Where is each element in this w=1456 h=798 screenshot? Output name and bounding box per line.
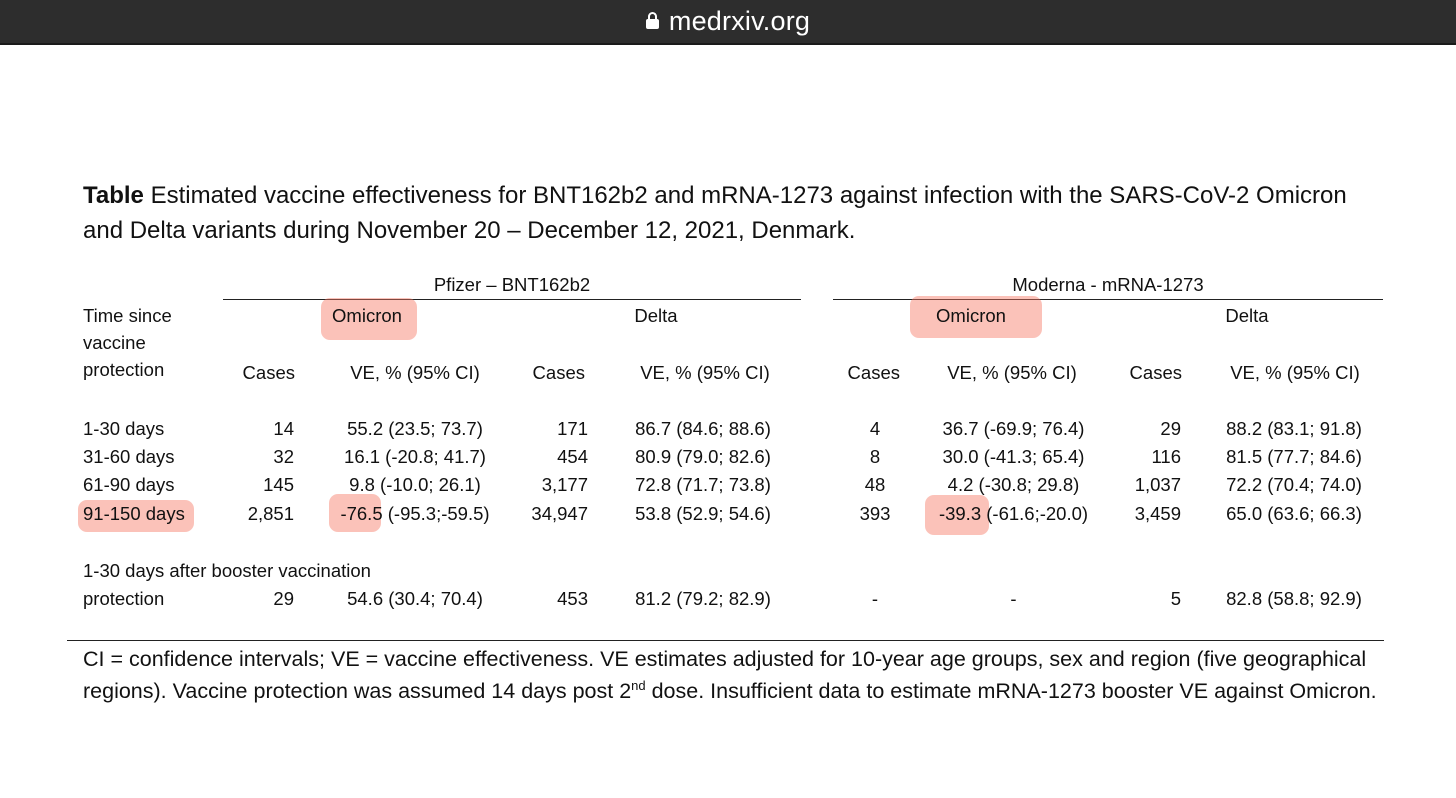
col-header-ve: VE, % (95% CI) — [947, 362, 1077, 383]
cell-moderna-omicron-ve: -39.3 (-61.6;-20.0) — [938, 503, 1089, 524]
table-bottom-rule — [67, 640, 1384, 641]
cell-pfizer-omicron-cases: 14 — [273, 418, 294, 439]
cell-pfizer-omicron-ve: 9.8 (-10.0; 26.1) — [349, 474, 481, 495]
cell-pfizer-delta-ve: 86.7 (84.6; 88.6) — [635, 418, 771, 439]
cell-pfizer-delta-ve: 72.8 (71.7; 73.8) — [635, 474, 771, 495]
row-header-line2: vaccine — [83, 332, 146, 353]
cell-moderna-delta-ve: 65.0 (63.6; 66.3) — [1226, 503, 1362, 524]
variant-header-moderna-delta: Delta — [1225, 305, 1269, 326]
table-label: Table — [83, 182, 144, 209]
col-header-cases: Cases — [847, 362, 900, 383]
highlight-omicron-moderna — [910, 296, 1042, 338]
col-header-cases: Cases — [532, 362, 585, 383]
cell-pfizer-omicron-cases: 2,851 — [247, 503, 294, 524]
col-header-cases: Cases — [242, 362, 295, 383]
footnote-text-part2: dose. Insufficient data to estimate mRNA… — [645, 678, 1377, 703]
cell-moderna-omicron-cases: 48 — [864, 474, 886, 495]
highlight-omicron-pfizer — [321, 298, 417, 340]
cell-moderna-delta-cases: 116 — [1151, 446, 1182, 467]
cell-pfizer-omicron-cases: 145 — [263, 474, 294, 495]
table-caption: Table Estimated vaccine effectiveness fo… — [83, 178, 1393, 248]
cell-pfizer-omicron-cases: 29 — [273, 588, 294, 609]
cell-moderna-delta-ve: 81.5 (77.7; 84.6) — [1226, 446, 1362, 467]
cell-moderna-delta-ve: 72.2 (70.4; 74.0) — [1226, 474, 1362, 495]
row-label: 61-90 days — [83, 474, 175, 495]
col-header-cases: Cases — [1129, 362, 1182, 383]
cell-pfizer-omicron-ve: 55.2 (23.5; 73.7) — [347, 418, 483, 439]
cell-pfizer-delta-ve: 53.8 (52.9; 54.6) — [635, 503, 771, 524]
cell-moderna-omicron-cases: 8 — [869, 446, 881, 467]
cell-moderna-delta-ve: 88.2 (83.1; 91.8) — [1226, 418, 1362, 439]
cell-pfizer-delta-cases: 454 — [557, 446, 588, 467]
vaccine-header-pfizer: Pfizer – BNT162b2 — [433, 274, 591, 295]
cell-pfizer-omicron-ve: 16.1 (-20.8; 41.7) — [344, 446, 486, 467]
col-header-ve: VE, % (95% CI) — [640, 362, 770, 383]
highlight-moderna-omicron-ve — [925, 495, 989, 535]
cell-pfizer-delta-cases: 171 — [557, 418, 588, 439]
cell-pfizer-omicron-ve: 54.6 (30.4; 70.4) — [347, 588, 483, 609]
cell-moderna-delta-cases: 5 — [1170, 588, 1181, 609]
cell-moderna-omicron-cases: 393 — [859, 503, 891, 524]
cell-pfizer-omicron-cases: 32 — [273, 446, 294, 467]
row-header-line1: Time since — [83, 305, 172, 326]
highlight-pfizer-omicron-ve — [329, 494, 381, 532]
cell-moderna-delta-ve: 82.8 (58.8; 92.9) — [1226, 588, 1362, 609]
cell-moderna-omicron-ve: 4.2 (-30.8; 29.8) — [947, 474, 1080, 495]
table-footnote: CI = confidence intervals; VE = vaccine … — [83, 644, 1403, 707]
cell-moderna-omicron-cases: - — [871, 588, 879, 609]
variant-header-pfizer-delta: Delta — [634, 305, 678, 326]
col-header-ve: VE, % (95% CI) — [350, 362, 480, 383]
cell-moderna-omicron-ve: 36.7 (-69.9; 76.4) — [942, 418, 1085, 439]
col-header-ve: VE, % (95% CI) — [1230, 362, 1360, 383]
cell-pfizer-delta-ve: 80.9 (79.0; 82.6) — [635, 446, 771, 467]
variant-header-pfizer-omicron: Omicron — [332, 305, 402, 326]
footnote-superscript: nd — [631, 677, 646, 693]
footnote-text-part1: CI = confidence intervals; VE = vaccine … — [83, 647, 1367, 703]
moderna-header-rule — [833, 299, 1383, 300]
cell-moderna-delta-cases: 3,459 — [1134, 503, 1181, 524]
booster-label-line1: 1-30 days after booster vaccination — [83, 560, 371, 581]
cell-pfizer-omicron-ve: -76.5 (-95.3;-59.5) — [340, 503, 490, 524]
row-label: 1-30 days — [83, 418, 165, 439]
url-domain[interactable]: medrxiv.org — [668, 6, 811, 36]
cell-pfizer-delta-ve: 81.2 (79.2; 82.9) — [635, 588, 771, 609]
booster-label-line2: protection — [83, 588, 165, 609]
lock-icon — [645, 12, 659, 29]
cell-moderna-omicron-ve: 30.0 (-41.3; 65.4) — [942, 446, 1085, 467]
cell-moderna-omicron-ve: - — [1010, 588, 1017, 609]
pfizer-header-rule — [223, 299, 801, 300]
highlight-91-150-days — [78, 500, 194, 532]
row-label: 31-60 days — [83, 446, 175, 467]
variant-header-moderna-omicron: Omicron — [936, 305, 1006, 326]
cell-moderna-delta-cases: 29 — [1160, 418, 1181, 439]
row-header-line3: protection — [83, 359, 165, 380]
browser-address-bar[interactable]: medrxiv.org — [0, 0, 1456, 45]
vaccine-header-moderna: Moderna - mRNA-1273 — [1012, 274, 1204, 295]
cell-moderna-omicron-cases: 4 — [869, 418, 881, 439]
row-label: 91-150 days — [83, 503, 185, 524]
cell-pfizer-delta-cases: 3,177 — [541, 474, 588, 495]
cell-pfizer-delta-cases: 453 — [557, 588, 588, 609]
table-caption-text: Estimated vaccine effectiveness for BNT1… — [83, 182, 1347, 244]
cell-moderna-delta-cases: 1,037 — [1134, 474, 1181, 495]
cell-pfizer-delta-cases: 34,947 — [531, 503, 588, 524]
